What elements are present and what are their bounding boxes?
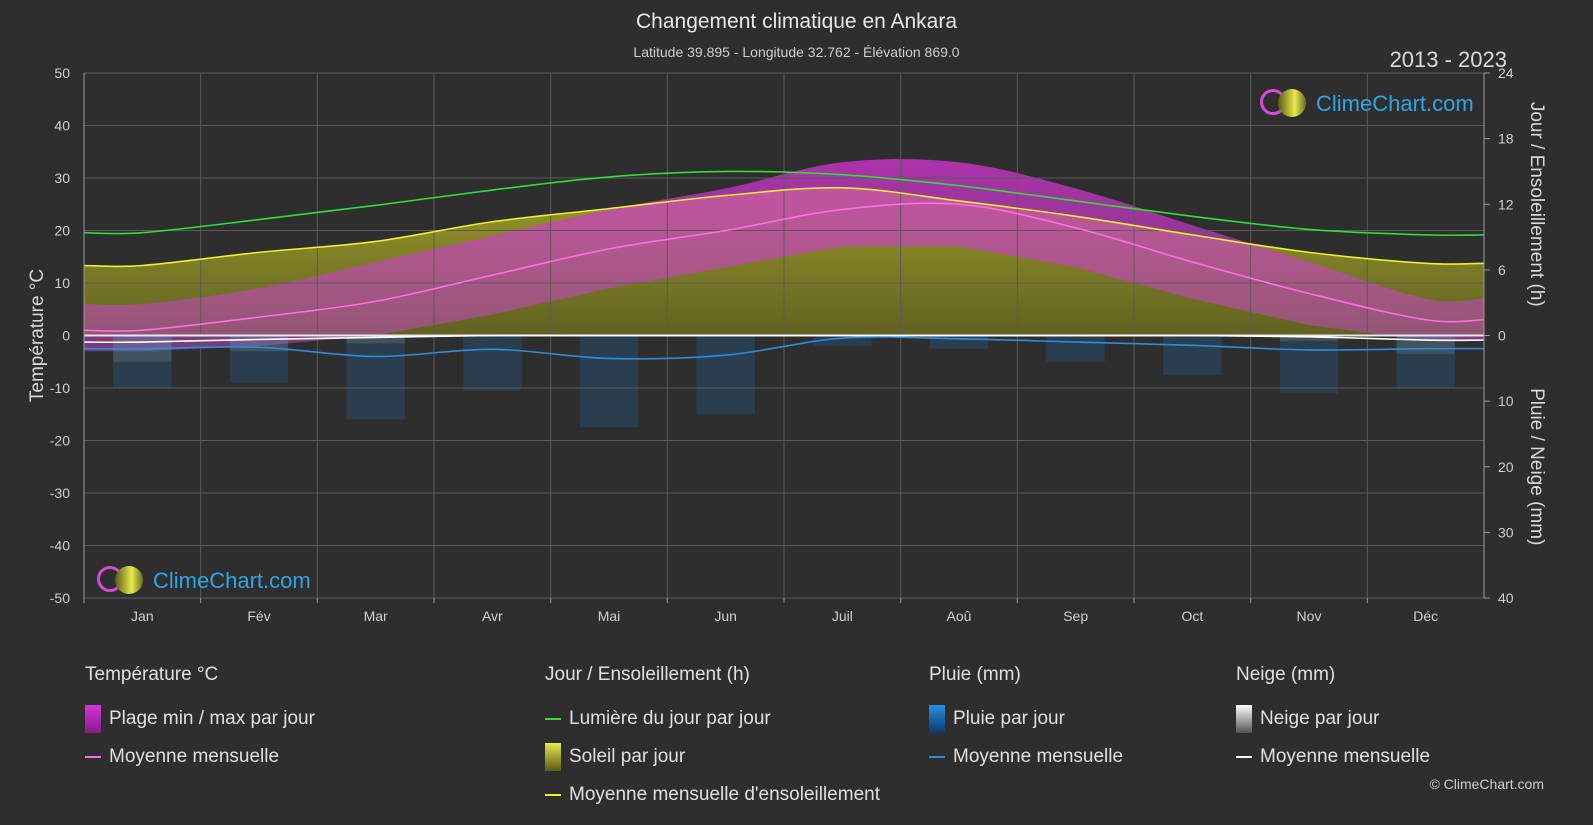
x-tick-label: Nov (1297, 608, 1322, 624)
y-right-top-axis-title: Jour / Ensoleillement (h) (1526, 102, 1547, 307)
sunshine-mean-swatch (545, 794, 561, 796)
y-left-tick-label: -20 (50, 433, 70, 449)
daylight-swatch (545, 718, 561, 720)
legend-snow-title: Neige (mm) (1236, 664, 1336, 685)
temp-mean-swatch (85, 756, 101, 758)
legend-item: Moyenne mensuelle (929, 738, 1123, 776)
series-line-rain (83, 336, 1485, 360)
climechart-logo-icon (1258, 87, 1310, 121)
legend-rain-title: Pluie (mm) (929, 664, 1021, 685)
x-tick-label: Fév (247, 608, 270, 624)
legend-snow: Neige (mm) Neige par jour Moyenne mensue… (1236, 664, 1430, 776)
rain-mean-swatch (929, 756, 945, 758)
year-range: 2013 - 2023 (1389, 47, 1507, 72)
chart-subtitle: Latitude 39.895 - Longitude 32.762 - Élé… (633, 44, 960, 60)
x-tick-label: Déc (1413, 608, 1438, 624)
legend-sun-title: Jour / Ensoleillement (h) (545, 664, 750, 685)
legend-temperature: Température °C Plage min / max par jour … (85, 664, 315, 776)
temp-range-swatch (85, 705, 101, 733)
rain-bar (463, 335, 522, 391)
y-right-tick-label: 24 (1498, 65, 1514, 81)
rain-bar (696, 335, 755, 415)
x-tick-label: Mar (364, 608, 388, 624)
rain-bar (113, 335, 172, 388)
y-right-tick-label: 18 (1498, 131, 1514, 147)
x-tick-label: Aoû (947, 608, 972, 624)
series-line-sun (83, 170, 1485, 237)
y-right-bottom-axis-title: Pluie / Neige (mm) (1526, 388, 1547, 545)
legend-item: Pluie par jour (929, 700, 1123, 738)
y-left-tick-label: 50 (54, 65, 70, 81)
x-tick-label: Oct (1181, 608, 1203, 624)
x-tick-label: Sep (1063, 608, 1088, 624)
y-left-tick-label: -40 (50, 538, 70, 554)
x-tick-label: Jun (714, 608, 737, 624)
y-left-tick-label: -30 (50, 485, 70, 501)
snow-bar (346, 335, 405, 344)
legend-item: Moyenne mensuelle (85, 738, 315, 776)
x-tick-label: Mai (598, 608, 621, 624)
y-left-tick-label: -50 (50, 590, 70, 606)
rain-swatch (929, 705, 945, 733)
y-left-axis-title: Température °C (27, 269, 48, 402)
legend-item: Plage min / max par jour (85, 700, 315, 738)
y-left-tick-label: 30 (54, 170, 70, 186)
climechart-logo-icon (95, 564, 147, 598)
y-left-tick-label: 40 (54, 118, 70, 134)
series-line-snow (83, 334, 1485, 344)
x-tick-label: Avr (482, 608, 503, 624)
brand-name: ClimeChart.com (153, 568, 311, 593)
legend-sun: Jour / Ensoleillement (h) Lumière du jou… (545, 664, 880, 814)
snow-bar (1396, 335, 1455, 354)
rain-bar (813, 335, 872, 346)
series-line-sun (83, 186, 1485, 268)
y-right-tick-label: 0 (1498, 328, 1506, 344)
y-right-tick-label: 6 (1498, 262, 1506, 278)
x-tick-label: Juil (832, 608, 853, 624)
y-right-tick-label: 12 (1498, 196, 1514, 212)
y-right-tick-label: 30 (1498, 524, 1514, 540)
rain-bar (1396, 335, 1455, 388)
brand-logo-top[interactable]: ClimeChart.com (1258, 87, 1474, 121)
legend-item: Moyenne mensuelle (1236, 738, 1430, 776)
y-right-tick-label: 10 (1498, 393, 1514, 409)
x-tick-label: Jan (131, 608, 154, 624)
rain-bar (1046, 335, 1105, 362)
legend-item: Moyenne mensuelle d'ensoleillement (545, 776, 880, 814)
sunshine-swatch (545, 743, 561, 771)
legend-rain: Pluie (mm) Pluie par jour Moyenne mensue… (929, 664, 1123, 776)
rain-bar (1279, 335, 1339, 394)
legend-temperature-title: Température °C (85, 664, 219, 685)
y-right-tick-label: 40 (1498, 590, 1514, 606)
brand-logo-bottom[interactable]: ClimeChart.com (95, 564, 311, 598)
snow-bar (1279, 335, 1339, 341)
rain-bar (929, 335, 989, 349)
rain-bar (1163, 335, 1222, 375)
y-left-tick-label: 0 (62, 328, 70, 344)
y-right-tick-label: 20 (1498, 459, 1514, 475)
copyright: © ClimeChart.com (1429, 776, 1544, 792)
legend-item: Soleil par jour (545, 738, 880, 776)
rain-bar (579, 335, 639, 428)
rain-bar (229, 335, 289, 383)
brand-name: ClimeChart.com (1316, 91, 1474, 116)
series-line-temperature (83, 202, 1485, 333)
y-left-tick-label: 20 (54, 223, 70, 239)
y-left-tick-label: -10 (50, 380, 70, 396)
snow-mean-swatch (1236, 756, 1252, 758)
y-left-tick-label: 10 (54, 275, 70, 291)
legend-item: Neige par jour (1236, 700, 1430, 738)
legend-item: Lumière du jour par jour (545, 700, 880, 738)
rain-bar (346, 335, 405, 420)
snow-swatch (1236, 705, 1252, 733)
chart-title: Changement climatique en Ankara (635, 10, 958, 33)
